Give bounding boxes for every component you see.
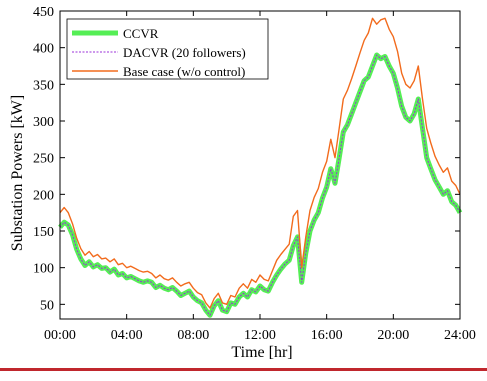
y-tick-label: 400 xyxy=(33,42,54,57)
y-tick-label: 150 xyxy=(33,225,54,240)
y-tick-label: 300 xyxy=(33,115,54,130)
x-tick-label: 16:00 xyxy=(311,328,343,343)
legend-label-base: Base case (w/o control) xyxy=(123,64,245,79)
y-tick-label: 250 xyxy=(33,152,54,167)
x-axis: 00:00 04:00 08:00 12:00 16:00 20:00 24:00 xyxy=(44,11,476,343)
series-line-base xyxy=(59,17,461,309)
plot-lines xyxy=(58,17,463,318)
x-tick-label: 20:00 xyxy=(377,328,409,343)
bottom-rule xyxy=(0,368,487,371)
y-tick-label: 50 xyxy=(40,298,54,313)
legend-label-ccvr: CCVR xyxy=(123,26,159,41)
y-tick-label: 200 xyxy=(33,188,54,203)
y-tick-label: 450 xyxy=(33,5,54,20)
legend-box xyxy=(66,18,269,80)
x-tick-label: 24:00 xyxy=(444,328,476,343)
x-axis-title: Time [hr] xyxy=(231,344,292,361)
series-line-ccvr xyxy=(58,52,463,318)
legend-label-dacvr: DACVR (20 followers) xyxy=(123,45,246,60)
x-tick-label: 08:00 xyxy=(177,328,209,343)
y-tick-label: 100 xyxy=(33,262,54,277)
y-tick-label: 350 xyxy=(33,78,54,93)
y-axis-title: Substation Powers [kW] xyxy=(9,95,26,251)
x-tick-label: 12:00 xyxy=(244,328,276,343)
y-axis: 50 100 150 200 250 300 350 400 450 xyxy=(33,5,460,313)
legend: CCVR DACVR (20 followers) Base case (w/o… xyxy=(66,18,269,80)
x-tick-label: 04:00 xyxy=(111,328,143,343)
x-tick-label: 00:00 xyxy=(44,328,76,343)
